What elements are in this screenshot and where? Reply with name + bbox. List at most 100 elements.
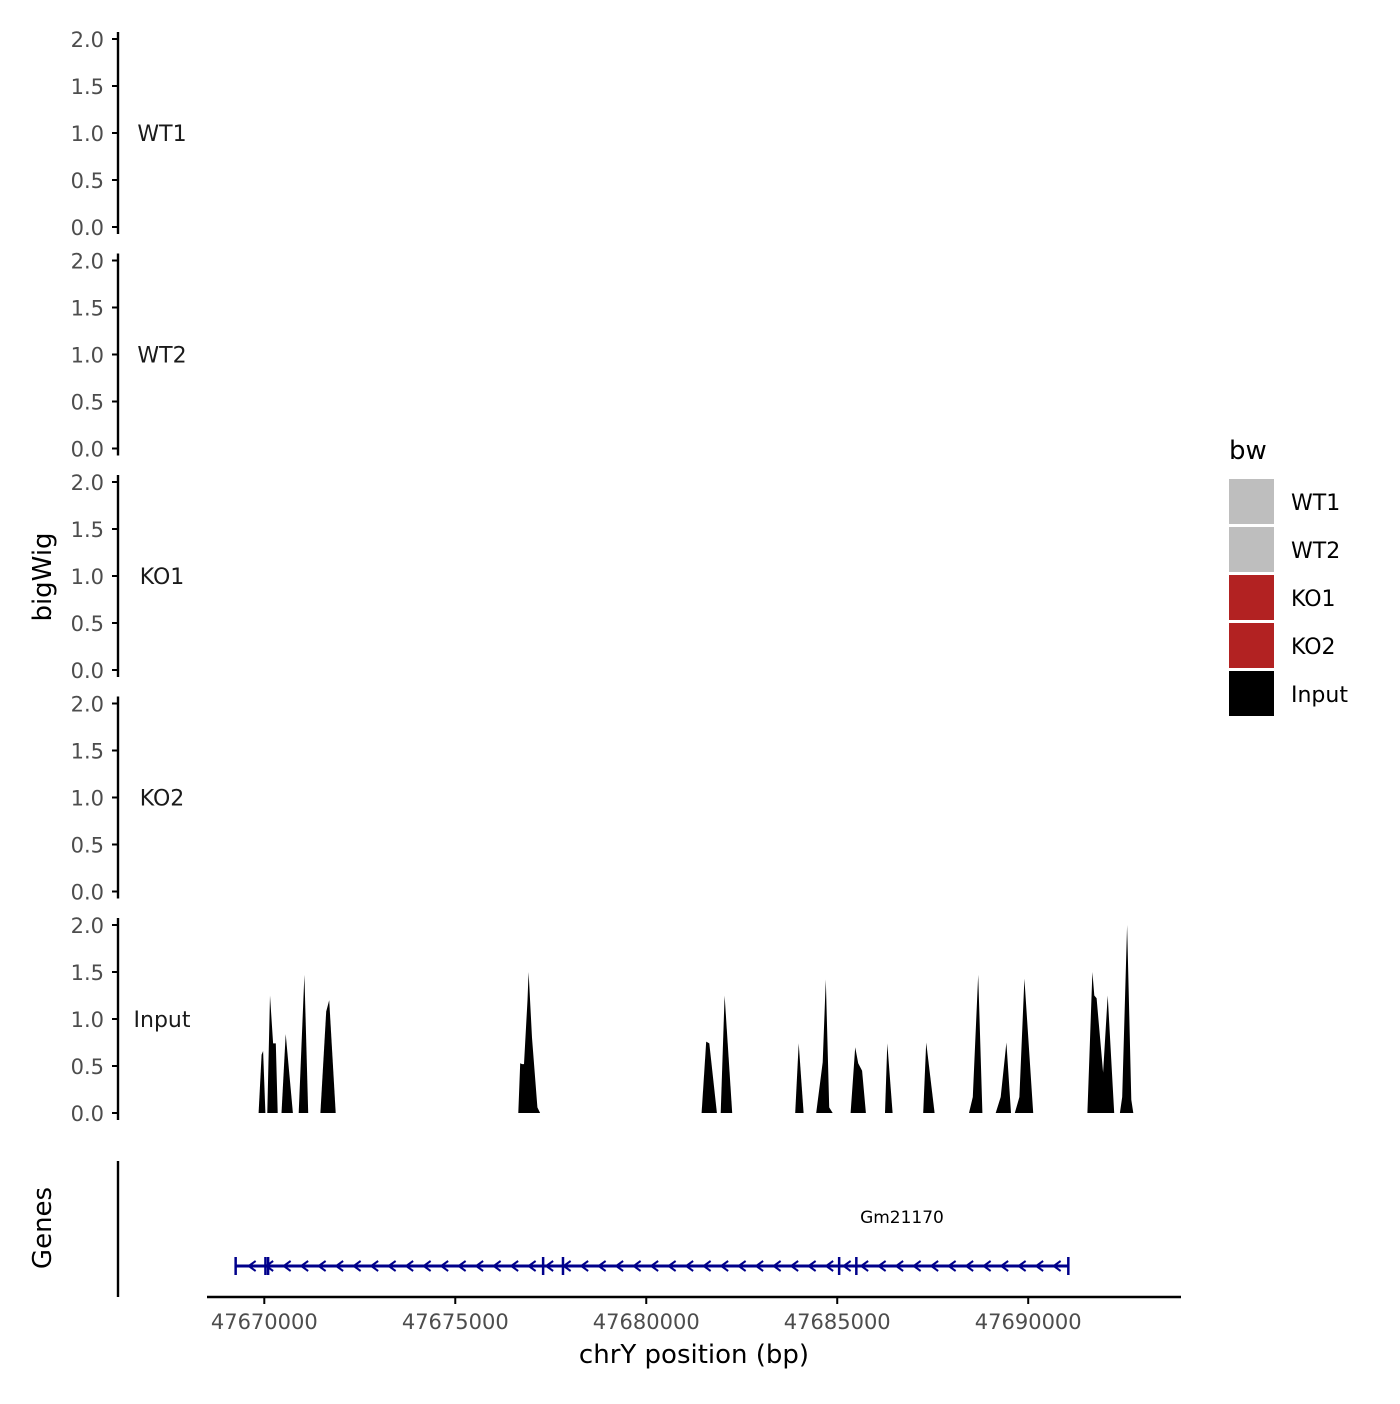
strand-arrow (526, 1260, 537, 1272)
legend: bw WT1 WT2 KO1 KO2 Input (1229, 436, 1348, 716)
strand-arrow (299, 1260, 309, 1272)
track-ko1: 0.0 0.5 1.0 1.5 2.0 KO1 (71, 471, 185, 683)
x-tick-label: 47690000 (975, 1310, 1082, 1334)
x-tick-label: 47675000 (402, 1310, 509, 1334)
strand-arrow (981, 1260, 992, 1272)
strand-arrow (841, 1260, 852, 1272)
y-tick-label: 1.0 (71, 1008, 104, 1032)
y-tick-label: 0.5 (71, 391, 104, 415)
genes-layer: Gm21170 (116, 1161, 1070, 1297)
strand-arrow (474, 1260, 484, 1272)
track-ko2: 0.0 0.5 1.0 1.5 2.0 KO2 (71, 693, 185, 905)
y-tick-label: 0.0 (71, 881, 104, 905)
y-tick-label: 0.0 (71, 438, 104, 462)
genes-track-label: Genes (28, 1187, 58, 1269)
x-tick-label: 47685000 (784, 1310, 891, 1334)
y-tick-label: 0.5 (71, 612, 104, 636)
legend-swatch (1229, 527, 1274, 572)
signal-peak (1119, 925, 1134, 1113)
signal-peak (320, 1000, 336, 1113)
legend-swatch (1229, 479, 1274, 524)
strand-arrow (894, 1260, 904, 1272)
signal-peak (1014, 978, 1034, 1113)
y-tick-label: 2.0 (71, 250, 104, 274)
legend-swatch (1229, 671, 1274, 716)
y-tick-label: 2.0 (71, 471, 104, 495)
track-wt1: 0.0 0.5 1.0 1.5 2.0 WT1 (71, 28, 187, 240)
strand-arrow (351, 1260, 362, 1272)
strand-arrow (334, 1260, 344, 1272)
legend-label: WT2 (1291, 539, 1340, 564)
track-label: Input (134, 1008, 191, 1033)
strand-arrow (964, 1260, 974, 1272)
strand-arrow (596, 1260, 607, 1272)
legend-label: KO2 (1291, 635, 1336, 660)
gene-name-label: Gm21170 (860, 1208, 944, 1228)
strand-arrow (281, 1260, 292, 1272)
y-tick-label: 1.0 (71, 344, 104, 368)
y-tick-label: 1.0 (71, 122, 104, 146)
strand-arrow (386, 1260, 397, 1272)
x-tick-label: 47670000 (211, 1310, 318, 1334)
strand-arrow (929, 1260, 939, 1272)
strand-arrow (859, 1260, 869, 1272)
strand-arrow (911, 1260, 922, 1272)
strand-arrow (491, 1260, 502, 1272)
y-tick-label: 1.0 (71, 787, 104, 811)
legend-label: Input (1291, 683, 1348, 708)
legend-label: WT1 (1291, 491, 1340, 516)
y-tick-label: 2.0 (71, 693, 104, 717)
strand-arrow (999, 1260, 1009, 1272)
strand-arrow (544, 1260, 554, 1272)
legend-item-input: Input (1229, 671, 1348, 716)
strand-arrow (666, 1260, 677, 1272)
legend-title: bw (1229, 436, 1267, 466)
strand-arrow (824, 1260, 834, 1272)
y-tick-label: 0.0 (71, 1102, 104, 1126)
tracks-layer: 0.00.51.01.52.0WT10.00.51.01.52.0WT20.00… (71, 28, 1134, 1126)
signal-peak (298, 974, 309, 1113)
strand-arrow (1016, 1260, 1027, 1272)
track-label: WT1 (137, 122, 186, 147)
strand-arrow (579, 1260, 589, 1272)
strand-arrow (719, 1260, 729, 1272)
strand-arrow (246, 1260, 257, 1272)
strand-arrow (369, 1260, 379, 1272)
y-tick-label: 0.0 (71, 216, 104, 240)
strand-arrow (736, 1260, 747, 1272)
strand-arrow (771, 1260, 782, 1272)
signal-peak (281, 1034, 293, 1113)
strand-arrow (754, 1260, 764, 1272)
legend-swatch (1229, 623, 1274, 668)
signal-peak (1087, 972, 1115, 1113)
x-axis-label: chrY position (bp) (579, 1340, 809, 1370)
legend-item-wt2: WT2 (1229, 527, 1340, 572)
legend-item-ko2: KO2 (1229, 623, 1336, 668)
y-tick-label: 1.5 (71, 75, 104, 99)
signal-peak (720, 995, 733, 1113)
track-wt2: 0.0 0.5 1.0 1.5 2.0 WT2 (71, 250, 187, 462)
signal-peak (816, 979, 833, 1113)
y-tick-label: 0.5 (71, 834, 104, 858)
track-input: 0.0 0.5 1.0 1.5 2.0 Input (71, 914, 1134, 1126)
signal-peak (267, 995, 278, 1113)
signal-peak (885, 1043, 893, 1113)
y-tick-label: 0.5 (71, 1055, 104, 1079)
signal-peak (923, 1042, 935, 1113)
signal-peak (969, 974, 983, 1113)
strand-arrow (456, 1260, 467, 1272)
strand-arrow (649, 1260, 659, 1272)
y-tick-label: 1.5 (71, 961, 104, 985)
strand-arrow (404, 1260, 414, 1272)
signal-peak (518, 972, 541, 1113)
x-axis: 47670000 47675000 47680000 47685000 47690000 (207, 1295, 1181, 1334)
strand-arrow (876, 1260, 887, 1272)
y-tick-label: 1.5 (71, 297, 104, 321)
legend-swatch (1229, 575, 1274, 620)
signal-peak (795, 1043, 804, 1113)
y-tick-label: 1.0 (71, 565, 104, 589)
strand-arrow (1034, 1260, 1044, 1272)
strand-arrow (264, 1260, 274, 1272)
y-axis-label: bigWig (28, 532, 58, 621)
strand-arrow (1051, 1260, 1062, 1272)
